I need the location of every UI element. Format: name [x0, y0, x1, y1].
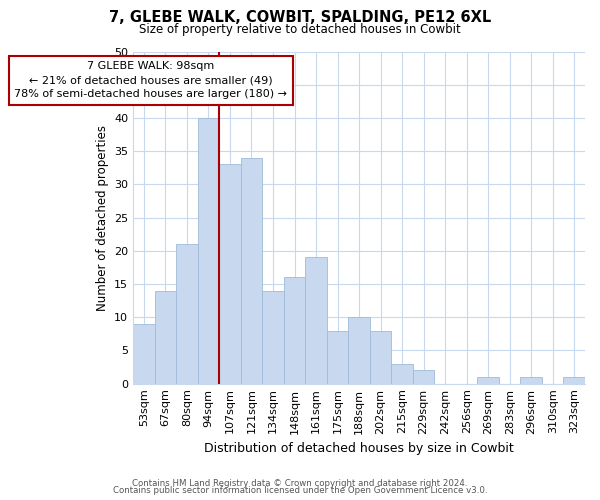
Bar — [520, 377, 542, 384]
Bar — [349, 317, 370, 384]
Text: 7, GLEBE WALK, COWBIT, SPALDING, PE12 6XL: 7, GLEBE WALK, COWBIT, SPALDING, PE12 6X… — [109, 10, 491, 25]
X-axis label: Distribution of detached houses by size in Cowbit: Distribution of detached houses by size … — [204, 442, 514, 455]
Bar — [197, 118, 219, 384]
Bar — [155, 290, 176, 384]
Bar — [391, 364, 413, 384]
Bar — [176, 244, 197, 384]
Y-axis label: Number of detached properties: Number of detached properties — [95, 124, 109, 310]
Text: Contains HM Land Registry data © Crown copyright and database right 2024.: Contains HM Land Registry data © Crown c… — [132, 478, 468, 488]
Bar — [327, 330, 349, 384]
Bar — [413, 370, 434, 384]
Bar — [133, 324, 155, 384]
Text: Size of property relative to detached houses in Cowbit: Size of property relative to detached ho… — [139, 22, 461, 36]
Bar — [305, 258, 327, 384]
Text: Contains public sector information licensed under the Open Government Licence v3: Contains public sector information licen… — [113, 486, 487, 495]
Bar — [219, 164, 241, 384]
Bar — [241, 158, 262, 384]
Bar — [563, 377, 585, 384]
Text: 7 GLEBE WALK: 98sqm
← 21% of detached houses are smaller (49)
78% of semi-detach: 7 GLEBE WALK: 98sqm ← 21% of detached ho… — [14, 62, 287, 100]
Bar — [284, 278, 305, 384]
Bar — [370, 330, 391, 384]
Bar — [478, 377, 499, 384]
Bar — [262, 290, 284, 384]
